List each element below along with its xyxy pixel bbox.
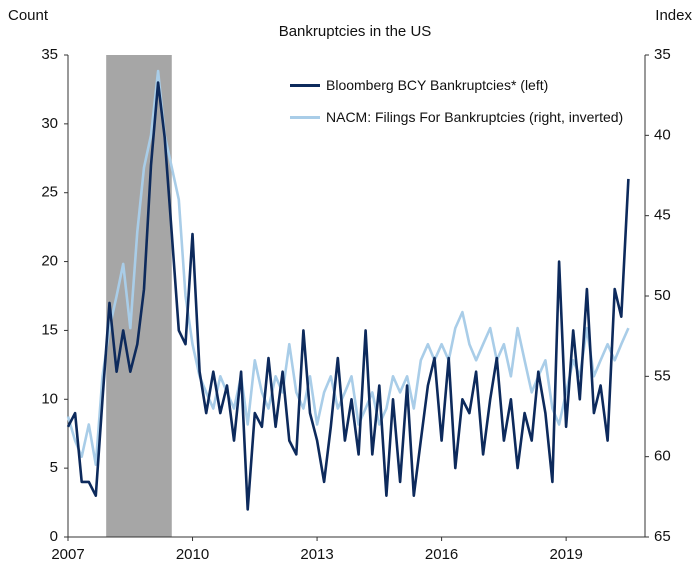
legend-swatch [290, 116, 320, 119]
y-tick-label: 5 [50, 459, 58, 476]
y2-tick-label: 65 [654, 528, 671, 545]
legend-item: Bloomberg BCY Bankruptcies* (left) [290, 76, 640, 94]
legend-swatch [290, 84, 320, 87]
legend-label: Bloomberg BCY Bankruptcies* (left) [326, 77, 549, 93]
x-tick-label: 2007 [51, 546, 84, 563]
y2-axis-label: Index [655, 7, 692, 24]
legend-item: NACM: Filings For Bankruptcies (right, i… [290, 108, 640, 126]
chart-title: Bankruptcies in the US [279, 23, 432, 40]
y2-tick-label: 60 [654, 448, 671, 465]
x-tick-label: 2013 [300, 546, 333, 563]
y2-tick-label: 55 [654, 367, 671, 384]
legend: Bloomberg BCY Bankruptcies* (left) NACM: … [290, 76, 640, 140]
series-line [66, 81, 630, 511]
y-tick-label: 25 [41, 184, 58, 201]
x-tick-label: 2016 [425, 546, 458, 563]
y-tick-label: 35 [41, 46, 58, 63]
y-axis-label: Count [8, 7, 49, 24]
x-tick-label: 2019 [549, 546, 582, 563]
y-tick-label: 10 [41, 390, 58, 407]
y2-tick-label: 35 [654, 46, 671, 63]
y2-tick-label: 50 [654, 287, 671, 304]
y2-tick-label: 40 [654, 126, 671, 143]
x-tick-label: 2010 [176, 546, 209, 563]
y-tick-label: 15 [41, 321, 58, 338]
legend-label: NACM: Filings For Bankruptcies (right, i… [326, 109, 624, 125]
y-tick-label: 0 [50, 528, 58, 545]
y-tick-label: 30 [41, 115, 58, 132]
y2-tick-label: 45 [654, 207, 671, 224]
y-tick-label: 20 [41, 253, 58, 270]
